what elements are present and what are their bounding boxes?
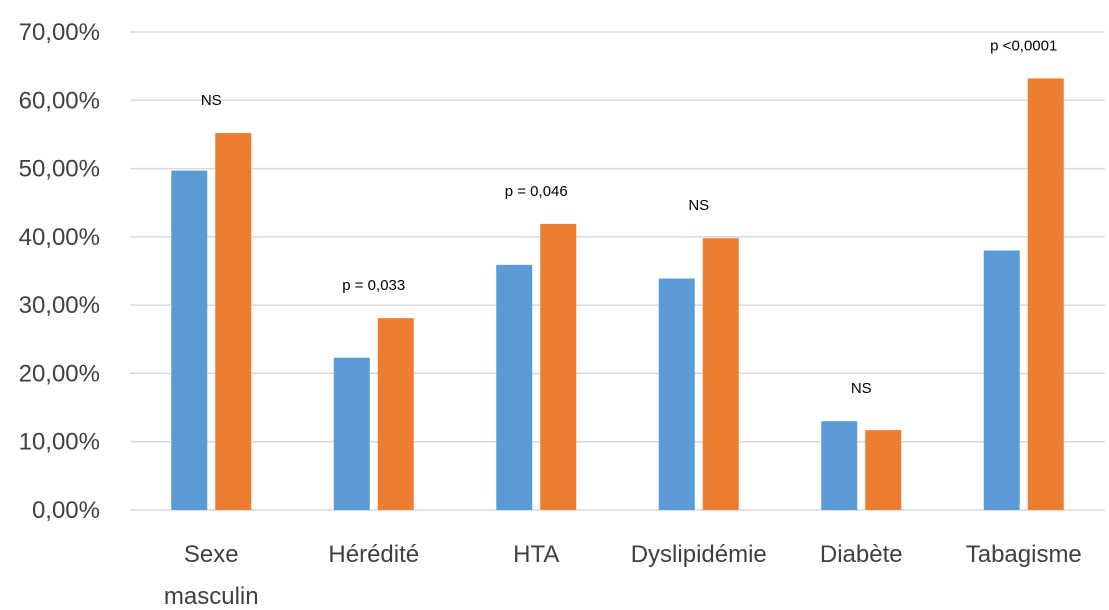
significance-label: NS [201, 92, 222, 109]
bar-series-2 [540, 223, 577, 510]
significance-label: NS [688, 197, 709, 214]
bar-series-1 [171, 170, 208, 510]
bar-series-1 [983, 250, 1020, 510]
annotations: NS p = 0,033 p = 0,046 NS NS p <0,0001 [201, 37, 1058, 397]
y-axis-ticks: 0,00% 10,00% 20,00% 30,00% 40,00% 50,00% 60,00… [19, 19, 100, 524]
bar-series-1 [333, 357, 370, 510]
bars [171, 78, 1064, 511]
bar-series-1 [821, 421, 858, 510]
bar-series-2 [215, 133, 252, 510]
bar-series-2 [702, 238, 739, 511]
gridlines [130, 31, 1105, 511]
bar-series-2 [377, 318, 414, 510]
y-tick-label: 50,00% [19, 156, 100, 183]
y-tick-label: 0,00% [32, 497, 100, 524]
bar-series-1 [658, 278, 695, 510]
y-tick-label: 60,00% [19, 87, 100, 114]
y-tick-label: 20,00% [19, 360, 100, 387]
significance-label: p <0,0001 [990, 37, 1057, 54]
x-category-label: Hérédité [328, 541, 419, 568]
y-tick-label: 70,00% [19, 19, 100, 46]
x-category-label: Tabagisme [966, 541, 1082, 568]
x-category-label: Dyslipidémie [631, 541, 767, 568]
bar-series-2 [1027, 78, 1064, 510]
x-category-label: HTA [513, 541, 559, 568]
bar-series-2 [865, 430, 902, 510]
x-axis-categories: Sexe masculin Hérédité HTA Dyslipidémie Diabè… [164, 541, 1082, 610]
significance-label: p = 0,033 [342, 277, 405, 294]
y-tick-label: 30,00% [19, 292, 100, 319]
bar-series-1 [496, 264, 533, 510]
x-category-label: Sexe [184, 541, 239, 568]
x-category-label: masculin [164, 583, 259, 610]
significance-label: p = 0,046 [505, 183, 568, 200]
y-tick-label: 40,00% [19, 224, 100, 251]
y-tick-label: 10,00% [19, 429, 100, 456]
x-category-label: Diabète [820, 541, 903, 568]
significance-label: NS [851, 380, 872, 397]
